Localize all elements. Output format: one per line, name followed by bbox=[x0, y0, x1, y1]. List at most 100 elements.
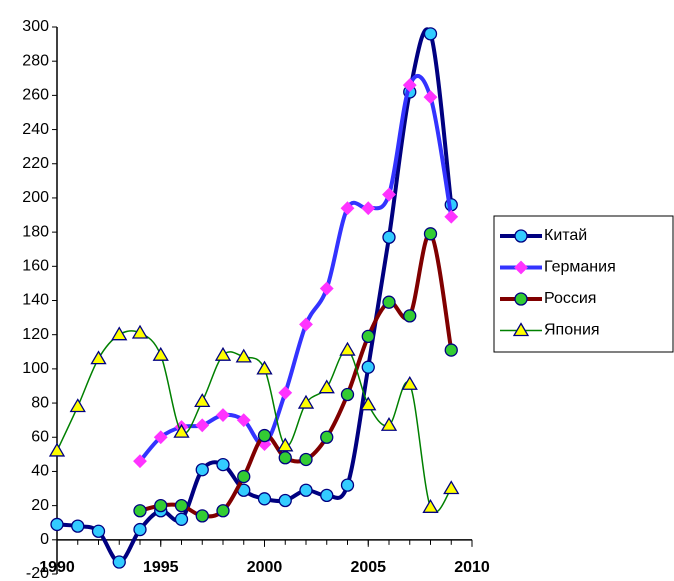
legend-label: Китай bbox=[544, 227, 587, 244]
marker bbox=[278, 493, 292, 508]
marker bbox=[340, 201, 355, 216]
legend-label: Германия bbox=[544, 259, 616, 276]
marker bbox=[133, 522, 147, 537]
marker bbox=[153, 430, 168, 445]
marker bbox=[401, 375, 418, 390]
marker bbox=[90, 350, 107, 365]
marker bbox=[320, 488, 334, 503]
marker bbox=[71, 519, 85, 533]
marker bbox=[299, 452, 313, 467]
marker bbox=[514, 292, 528, 306]
marker bbox=[361, 360, 375, 374]
marker bbox=[402, 78, 417, 93]
marker bbox=[257, 428, 272, 443]
marker bbox=[278, 451, 292, 465]
series-line bbox=[56, 330, 452, 513]
x-tick-label: 1995 bbox=[143, 559, 179, 576]
series-line bbox=[139, 231, 454, 519]
y-tick-label: 240 bbox=[22, 121, 49, 138]
marker bbox=[237, 469, 251, 484]
marker bbox=[194, 393, 211, 408]
y-tick-label: 80 bbox=[31, 394, 49, 411]
y-tick-label: 180 bbox=[22, 223, 49, 240]
marker bbox=[361, 329, 375, 344]
y-tick-label: 100 bbox=[22, 360, 49, 377]
marker bbox=[380, 416, 398, 431]
marker bbox=[195, 418, 210, 433]
marker bbox=[444, 343, 458, 357]
marker bbox=[173, 423, 190, 438]
y-tick-label: 60 bbox=[31, 428, 49, 445]
marker bbox=[48, 442, 66, 457]
marker bbox=[443, 480, 460, 495]
x-tick-label: 2005 bbox=[350, 559, 386, 576]
x-tick-label: 2010 bbox=[454, 559, 490, 576]
marker bbox=[195, 463, 209, 477]
marker bbox=[278, 385, 293, 400]
marker bbox=[257, 492, 272, 506]
marker bbox=[514, 260, 528, 275]
y-tick-label: 200 bbox=[22, 189, 49, 206]
marker bbox=[423, 90, 438, 105]
y-tick-label: 20 bbox=[31, 497, 49, 514]
marker bbox=[111, 326, 128, 341]
marker bbox=[320, 430, 334, 444]
y-tick-label: 40 bbox=[31, 463, 49, 480]
y-tick-label: 120 bbox=[22, 326, 49, 343]
marker bbox=[382, 230, 396, 244]
marker bbox=[133, 504, 147, 518]
marker bbox=[361, 201, 376, 216]
marker bbox=[444, 209, 459, 224]
marker bbox=[340, 387, 355, 402]
y-tick-label: 0 bbox=[40, 531, 49, 548]
marker bbox=[216, 504, 230, 518]
marker bbox=[152, 346, 169, 361]
marker bbox=[382, 295, 396, 309]
marker bbox=[216, 408, 230, 422]
marker bbox=[422, 499, 439, 513]
y-tick-label: 280 bbox=[22, 52, 49, 69]
marker bbox=[339, 341, 356, 356]
legend-label: Россия bbox=[544, 290, 596, 307]
marker bbox=[514, 229, 528, 243]
marker bbox=[236, 413, 251, 428]
marker bbox=[340, 478, 355, 492]
marker bbox=[69, 398, 86, 413]
y-tick-label: 300 bbox=[22, 18, 49, 35]
marker bbox=[50, 517, 64, 532]
marker bbox=[214, 346, 232, 361]
marker bbox=[216, 457, 230, 472]
legend-label: Япония bbox=[544, 322, 600, 339]
marker bbox=[512, 322, 530, 337]
marker bbox=[195, 509, 209, 523]
y-tick-label: -20 bbox=[26, 565, 49, 581]
marker bbox=[382, 187, 396, 202]
marker bbox=[235, 348, 252, 363]
y-tick-label: 260 bbox=[22, 87, 49, 104]
x-tick-label: 2000 bbox=[247, 559, 283, 576]
marker bbox=[131, 324, 149, 339]
marker bbox=[277, 437, 294, 452]
marker bbox=[319, 281, 334, 296]
y-tick-label: 160 bbox=[22, 258, 49, 275]
marker bbox=[423, 227, 438, 241]
marker bbox=[403, 309, 417, 323]
marker bbox=[423, 27, 438, 41]
y-tick-label: 140 bbox=[22, 292, 49, 309]
y-tick-label: 220 bbox=[22, 155, 49, 172]
series-line bbox=[56, 27, 454, 565]
marker bbox=[133, 454, 147, 469]
marker bbox=[299, 317, 313, 332]
marker bbox=[174, 512, 189, 526]
marker bbox=[112, 555, 126, 569]
marker bbox=[174, 498, 189, 513]
marker bbox=[154, 498, 168, 513]
marker bbox=[256, 360, 273, 375]
marker bbox=[360, 396, 377, 411]
x-tick-label: 1990 bbox=[39, 559, 75, 576]
marker bbox=[318, 379, 335, 394]
marker bbox=[297, 394, 315, 409]
marker bbox=[299, 483, 313, 497]
marker bbox=[91, 524, 106, 538]
